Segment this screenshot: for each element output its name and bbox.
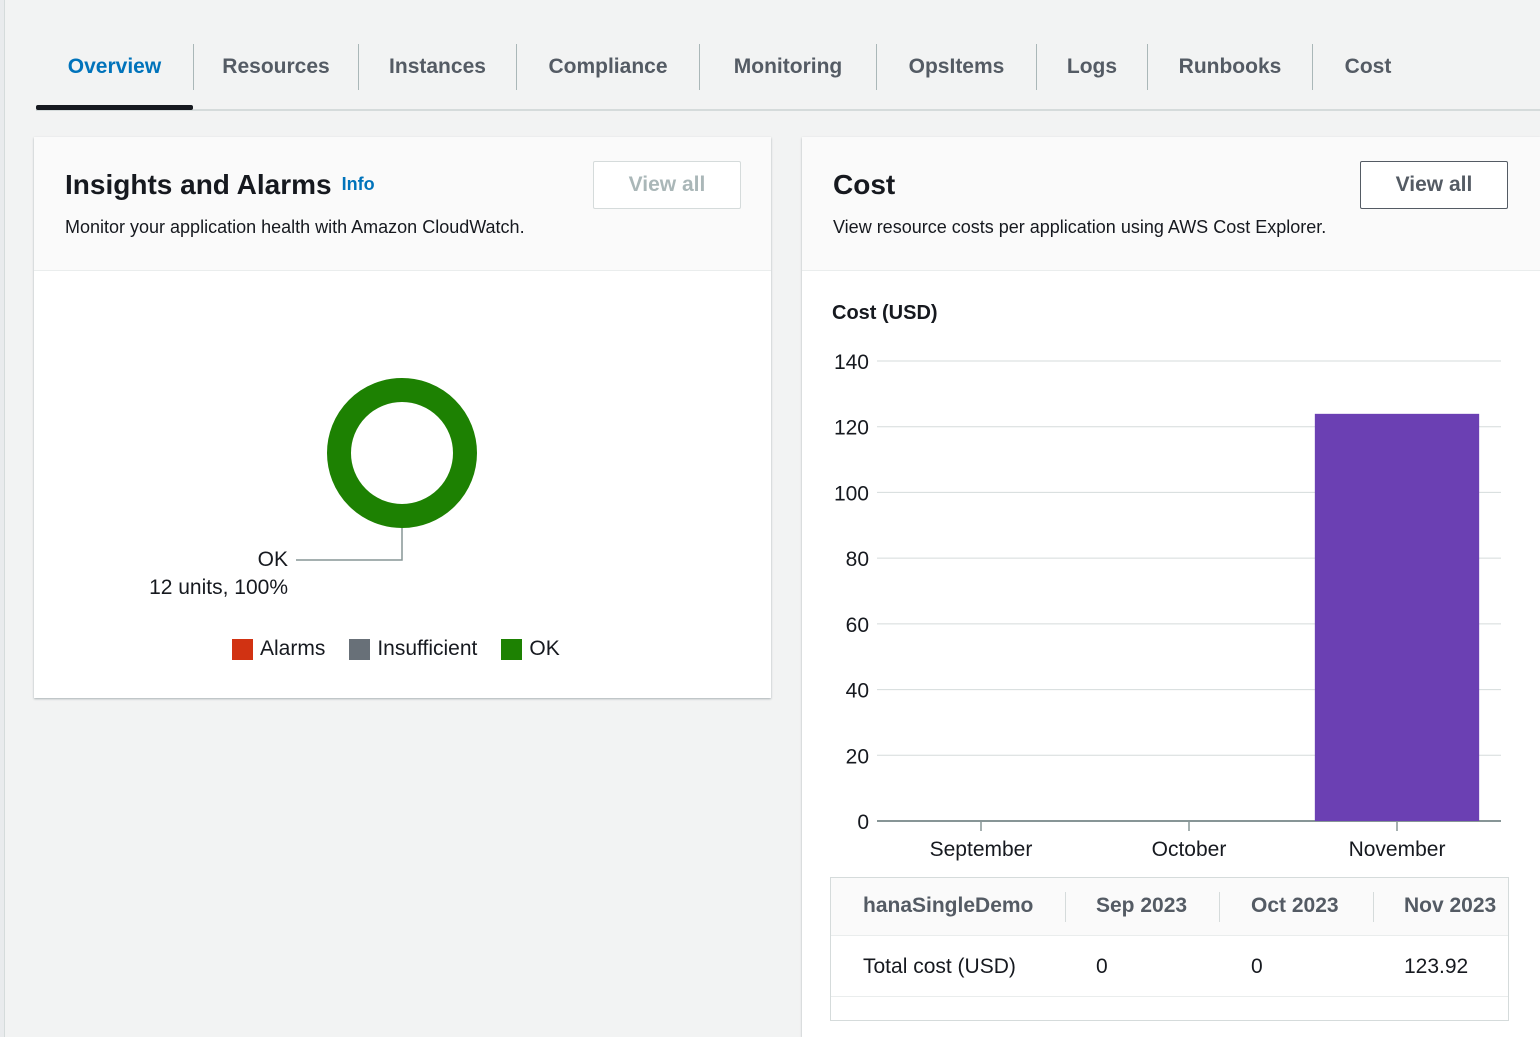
legend-item-alarms[interactable]: Alarms <box>232 637 325 661</box>
tab-instances[interactable]: Instances <box>389 55 486 78</box>
table-header-sep-2023: Sep 2023 <box>1096 894 1188 917</box>
table-header-nov-2023: Nov 2023 <box>1404 894 1497 917</box>
tab-resources[interactable]: Resources <box>222 55 330 78</box>
tab-separator <box>193 44 194 90</box>
table-cell-row-label: Total cost (USD) <box>863 955 1016 978</box>
legend-label-ok: OK <box>529 637 560 660</box>
tab-logs[interactable]: Logs <box>1066 55 1118 78</box>
insights-view-all-button[interactable]: View all <box>593 161 741 209</box>
tab-separator <box>1147 44 1148 90</box>
tab-bar: Overview Resources Instances Compliance … <box>36 0 1540 111</box>
insights-panel-header: Insights and Alarms Info Monitor your app… <box>34 137 771 271</box>
donut-leader-line <box>296 528 403 561</box>
donut-legend: Alarms Insufficient OK <box>232 637 584 661</box>
tab-overview[interactable]: Overview <box>67 55 162 78</box>
tab-compliance[interactable]: Compliance <box>548 55 668 78</box>
insights-donut-chart: OK 12 units, 100% <box>149 378 477 599</box>
donut-ok-segment[interactable] <box>327 378 477 528</box>
donut-segment-detail: 12 units, 100% <box>149 576 288 599</box>
table-header-oct-2023: Oct 2023 <box>1251 894 1339 917</box>
legend-label-insufficient: Insufficient <box>377 637 478 660</box>
table-header-separator <box>1219 892 1220 922</box>
legend-item-ok[interactable]: OK <box>501 637 560 661</box>
info-link[interactable]: Info <box>341 174 375 194</box>
active-tab-indicator <box>36 105 193 110</box>
legend-swatch-ok <box>501 638 523 660</box>
table-header-separator <box>1065 892 1066 922</box>
table-cell-oct-value: 0 <box>1251 955 1263 978</box>
cost-panel-description: View resource costs per application usin… <box>833 217 1327 237</box>
table-row-divider <box>831 996 1508 997</box>
tab-monitoring[interactable]: Monitoring <box>733 55 843 78</box>
table-cell-nov-value: 123.92 <box>1404 955 1469 978</box>
cost-table: hanaSingleDemo Sep 2023 Oct 2023 Nov 202… <box>830 877 1509 1021</box>
legend-swatch-insufficient <box>349 638 371 660</box>
tab-separator <box>1312 44 1313 90</box>
cost-view-all-button[interactable]: View all <box>1360 161 1508 209</box>
cost-panel-title: Cost <box>833 169 896 200</box>
tab-separator <box>358 44 359 90</box>
tab-separator <box>876 44 877 90</box>
tab-cost[interactable]: Cost <box>1344 55 1392 78</box>
table-cell-sep-value: 0 <box>1096 955 1108 978</box>
cost-table-header-row: hanaSingleDemo Sep 2023 Oct 2023 Nov 202… <box>831 878 1508 936</box>
tab-separator <box>516 44 517 90</box>
page-left-border <box>0 0 5 1037</box>
donut-segment-label: OK <box>258 548 288 571</box>
table-header-application: hanaSingleDemo <box>863 894 1034 917</box>
cost-panel-header: Cost View resource costs per application… <box>802 137 1540 271</box>
insights-panel-title: Insights and Alarms Info <box>65 169 375 201</box>
cost-chart-title: Cost (USD) <box>832 302 938 324</box>
legend-label-alarms: Alarms <box>260 637 326 660</box>
tab-runbooks[interactable]: Runbooks <box>1178 55 1282 78</box>
insights-panel-description: Monitor your application health with Ama… <box>65 217 525 237</box>
tab-opsitems[interactable]: OpsItems <box>908 55 1005 78</box>
insights-alarms-panel: Insights and Alarms Info Monitor your app… <box>34 137 771 698</box>
tab-separator <box>699 44 700 90</box>
tab-separator <box>1036 44 1037 90</box>
legend-swatch-alarms <box>232 638 253 660</box>
insights-title-text: Insights and Alarms <box>65 169 332 200</box>
legend-item-insufficient[interactable]: Insufficient <box>349 637 477 661</box>
table-header-separator <box>1373 892 1374 922</box>
